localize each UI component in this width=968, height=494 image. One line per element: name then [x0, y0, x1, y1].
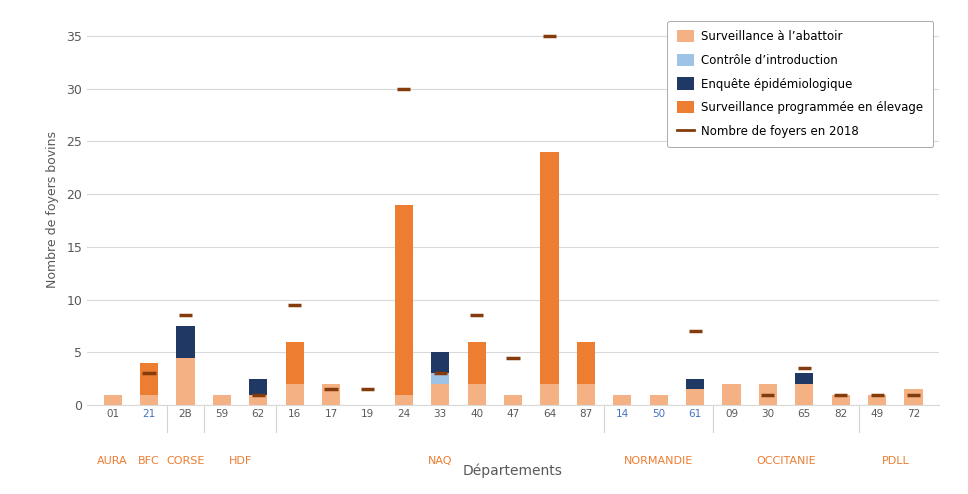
- Bar: [759, 384, 777, 405]
- Bar: [468, 384, 486, 405]
- Bar: [686, 389, 704, 405]
- Bar: [577, 342, 595, 384]
- Bar: [431, 384, 449, 405]
- Bar: [577, 384, 595, 405]
- Text: PDLL: PDLL: [882, 456, 909, 466]
- Bar: [249, 395, 267, 405]
- Bar: [140, 395, 158, 405]
- Y-axis label: Nombre de foyers bovins: Nombre de foyers bovins: [46, 131, 59, 288]
- Bar: [613, 395, 631, 405]
- Bar: [540, 152, 559, 384]
- Bar: [795, 373, 813, 384]
- Bar: [832, 395, 850, 405]
- Bar: [322, 384, 340, 405]
- Bar: [395, 395, 413, 405]
- Bar: [140, 363, 158, 395]
- Text: BFC: BFC: [138, 456, 160, 466]
- Bar: [395, 205, 413, 395]
- Bar: [286, 342, 304, 384]
- Text: NORMANDIE: NORMANDIE: [624, 456, 693, 466]
- Bar: [904, 389, 923, 405]
- Bar: [650, 395, 668, 405]
- Text: HDF: HDF: [228, 456, 252, 466]
- Bar: [104, 395, 122, 405]
- Text: CORSE: CORSE: [166, 456, 204, 466]
- Bar: [868, 395, 886, 405]
- Bar: [504, 395, 522, 405]
- Bar: [249, 379, 267, 395]
- Text: OCCITANIE: OCCITANIE: [756, 456, 816, 466]
- X-axis label: Départements: Départements: [463, 464, 563, 478]
- Text: NAQ: NAQ: [428, 456, 452, 466]
- Bar: [686, 379, 704, 389]
- Legend: Surveillance à l’abattoir, Contrôle d’introduction, Enquête épidémiologique, Sur: Surveillance à l’abattoir, Contrôle d’in…: [667, 21, 933, 147]
- Bar: [431, 352, 449, 373]
- Bar: [468, 342, 486, 384]
- Text: AURA: AURA: [98, 456, 128, 466]
- Bar: [540, 384, 559, 405]
- Bar: [286, 384, 304, 405]
- Bar: [722, 384, 741, 405]
- Bar: [213, 395, 231, 405]
- Bar: [795, 384, 813, 405]
- Bar: [176, 326, 195, 358]
- Bar: [431, 373, 449, 384]
- Bar: [176, 358, 195, 405]
